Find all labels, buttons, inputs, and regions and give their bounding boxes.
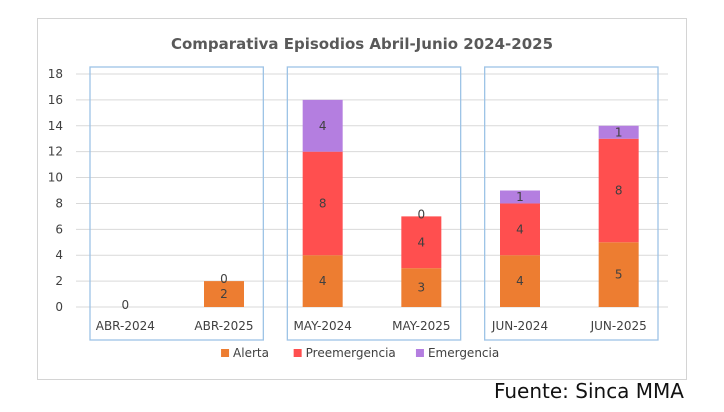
legend-label-alerta: Alerta xyxy=(233,346,269,360)
legend-swatch-emergencia xyxy=(415,349,424,357)
bar-emergencia-jun-2024 xyxy=(500,190,540,204)
y-tick-label: 0 xyxy=(55,300,63,314)
source-note: Fuente: Sinca MMA xyxy=(493,379,684,403)
y-tick-label: 14 xyxy=(48,119,63,133)
data-label: 4 xyxy=(516,274,524,288)
group-box xyxy=(286,66,462,341)
x-tick-label: MAY-2025 xyxy=(392,319,450,333)
group-box xyxy=(89,66,264,341)
y-tick-label: 18 xyxy=(48,67,63,81)
data-label: 0 xyxy=(122,298,130,312)
legend-label-preemergencia: Preemergencia xyxy=(306,346,396,360)
x-tick-label: JUN-2024 xyxy=(491,319,548,333)
data-label: 0 xyxy=(220,272,228,286)
data-label: 0 xyxy=(418,207,426,221)
bar-emergencia-may-2024 xyxy=(302,99,343,152)
legend-swatch-alerta xyxy=(221,349,230,357)
bar-preemergencia-may-2025 xyxy=(401,216,442,269)
data-label: 1 xyxy=(516,190,524,204)
y-tick-label: 10 xyxy=(48,171,63,185)
bar-alerta-may-2024 xyxy=(302,255,343,307)
data-label: 3 xyxy=(418,281,426,295)
y-tick-label: 4 xyxy=(55,248,63,262)
chart-frame xyxy=(37,18,687,380)
y-tick-label: 8 xyxy=(55,196,63,210)
x-tick-label: JUN-2025 xyxy=(590,319,647,333)
data-label: 4 xyxy=(319,119,327,133)
bar-preemergencia-jun-2025 xyxy=(598,138,639,243)
data-label: 5 xyxy=(615,268,623,282)
bar-emergencia-jun-2025 xyxy=(598,125,639,139)
data-label: 8 xyxy=(319,196,327,210)
x-tick-label: ABR-2025 xyxy=(194,319,253,333)
y-tick-label: 6 xyxy=(55,222,63,236)
x-tick-label: ABR-2024 xyxy=(96,319,155,333)
data-label: 2 xyxy=(220,287,228,301)
bar-alerta-jun-2024 xyxy=(500,255,540,307)
bar-alerta-abr-2025 xyxy=(204,281,244,307)
legend-label-emergencia: Emergencia xyxy=(428,346,499,360)
y-tick-label: 16 xyxy=(48,93,63,107)
chart-title: Comparativa Episodios Abril-Junio 2024-2… xyxy=(171,35,553,53)
x-tick-label: MAY-2024 xyxy=(293,319,351,333)
legend-swatch-preemergencia xyxy=(293,349,302,357)
bar-preemergencia-jun-2024 xyxy=(500,203,540,256)
data-label: 4 xyxy=(418,235,426,249)
bar-alerta-jun-2025 xyxy=(598,242,639,307)
bar-alerta-may-2025 xyxy=(401,268,442,307)
y-tick-label: 12 xyxy=(48,145,63,159)
data-label: 4 xyxy=(516,222,524,236)
data-label: 4 xyxy=(319,274,327,288)
data-label: 8 xyxy=(615,184,623,198)
y-tick-label: 2 xyxy=(55,274,63,288)
group-box xyxy=(484,66,659,341)
data-label: 1 xyxy=(615,125,623,139)
bar-preemergencia-may-2024 xyxy=(302,151,343,256)
